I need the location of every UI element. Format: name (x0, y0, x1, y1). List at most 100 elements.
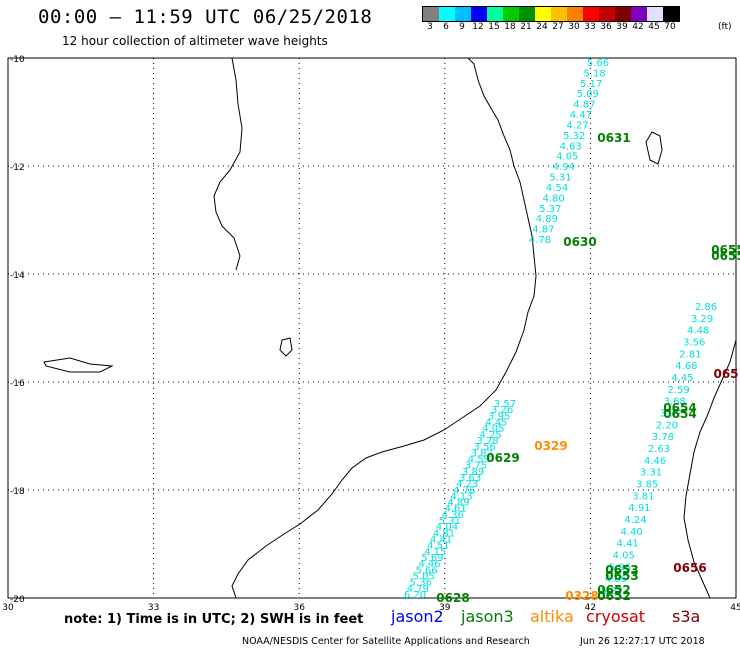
wave-height-value: 3.75 (465, 461, 487, 472)
wave-height-value: 2.86 (695, 302, 717, 313)
color-swatch (631, 7, 647, 21)
wave-height-value: 4.76 (453, 485, 475, 496)
wave-height-value: 4.27 (566, 120, 588, 131)
pass-time-label: 0654 (663, 407, 696, 421)
wave-height-value: 5.31 (549, 173, 571, 184)
pass-time-label: 0653 (605, 563, 638, 577)
pass-time-label: 0652 (597, 589, 630, 603)
color-swatch-label: 15 (488, 22, 500, 32)
wave-height-value: 3.81 (632, 491, 654, 502)
wave-height-value: 4.78 (529, 235, 551, 246)
wave-height-value: 4.91 (628, 503, 650, 514)
lat-tick-label: -14 (10, 271, 25, 281)
wave-height-value: 4.68 (675, 361, 697, 372)
pass-time-label: 0655 (711, 249, 740, 263)
wave-height-value: 4.23 (456, 479, 478, 490)
color-swatch-label: 24 (536, 22, 548, 32)
wave-height-value: 4.46 (418, 559, 440, 570)
color-swatch-label: 9 (459, 22, 465, 32)
wave-height-value: 4.89 (447, 498, 469, 509)
wave-height-value: 3.68 (664, 397, 686, 408)
wave-height-value: 5.17 (580, 79, 602, 90)
pass-time-label: 0654 (663, 401, 696, 415)
pass-time-label: 0630 (563, 235, 596, 249)
lat-tick-label: -10 (10, 55, 25, 65)
wave-height-value: 3.82 (471, 448, 493, 459)
wave-height-value: 3.57 (494, 399, 516, 410)
pass-time-label: 0653 (605, 569, 638, 583)
color-swatch-label: 6 (443, 22, 449, 32)
satellite-legend-item: jason3 (461, 607, 514, 626)
color-swatch (647, 7, 663, 21)
altimeter-tracks: 5.665.185.175.094.874.474.275.324.634.05… (404, 58, 717, 601)
wave-height-value: 2.63 (648, 444, 670, 455)
wave-height-value: 4.51 (427, 541, 449, 552)
lat-tick-label: -12 (10, 163, 25, 173)
wave-height-value: 3.78 (652, 432, 674, 443)
page-title: 00:00 – 11:59 UTC 06/25/2018 (38, 6, 373, 28)
color-swatch-label: 27 (552, 22, 564, 32)
lon-tick-label: 33 (148, 603, 159, 613)
wave-height-value: 3.85 (636, 480, 658, 491)
pass-time-label: 0652 (597, 583, 630, 597)
wave-height-value: 5.09 (577, 89, 599, 100)
color-swatch-label: 21 (520, 22, 532, 32)
wave-height-value: 4.45 (671, 373, 693, 384)
wave-height-value: 3.89 (462, 467, 484, 478)
color-swatch-label: 36 (600, 22, 612, 32)
color-swatch-label: 33 (584, 22, 596, 32)
color-swatch-label: 12 (472, 22, 484, 32)
lat-tick-label: -20 (10, 595, 25, 605)
pass-time-label: 0628 (436, 591, 469, 605)
coastline-malawi (213, 57, 243, 271)
island-comoros (645, 131, 663, 165)
map-grid (7, 57, 737, 599)
wave-height-value: 4.41 (430, 535, 452, 546)
track-time-labels: 0631063006290628032903280654065406530653… (436, 131, 740, 605)
wave-height-value: 2.59 (667, 385, 689, 396)
color-swatch (535, 7, 551, 21)
wave-height-value: 4.05 (556, 152, 578, 163)
wave-height-value: 4.86 (605, 574, 627, 585)
coastline-mozambique (231, 57, 537, 599)
lat-tick-label: -16 (10, 379, 25, 389)
pass-time-label: 0328 (565, 589, 598, 603)
color-swatch-label: 39 (616, 22, 628, 32)
wave-height-value: 5.66 (415, 565, 437, 576)
wave-height-value: 4.40 (620, 527, 642, 538)
color-swatch-label: 70 (664, 22, 676, 32)
lon-tick-label: 39 (439, 603, 451, 613)
wave-height-value: 4.87 (573, 100, 595, 111)
color-swatch (471, 7, 487, 21)
color-legend-bar (422, 6, 680, 22)
satellite-legend-item: jason2 (391, 607, 444, 626)
wave-height-value: 4.46 (644, 456, 666, 467)
wave-height-value: 5.96 (609, 562, 631, 573)
lake-small (279, 337, 293, 357)
wave-height-value: 5.32 (601, 586, 623, 597)
wave-height-value: 4.41 (617, 539, 639, 550)
wave-height-value: 4.13 (450, 491, 472, 502)
color-swatch-label: 18 (504, 22, 516, 32)
color-swatch-label: 45 (648, 22, 660, 32)
wave-height-value: 4.54 (546, 183, 568, 194)
wave-height-value: 4.05 (482, 424, 504, 435)
wave-height-value: 3.29 (691, 314, 713, 325)
color-swatch-label: 30 (568, 22, 580, 32)
color-swatch (423, 7, 439, 21)
pass-time-label: 0329 (534, 439, 567, 453)
footer-timestamp: Jun 26 12:27:17 UTC 2018 (580, 636, 705, 647)
pass-time-label: 0631 (597, 131, 630, 145)
wave-height-value: 4.89 (536, 214, 558, 225)
wave-height-value: 5.32 (563, 131, 585, 142)
color-swatch (615, 7, 631, 21)
wave-height-value: 4.81 (433, 528, 455, 539)
wave-height-value: 2.81 (679, 349, 701, 360)
pass-time-label: 0656 (673, 561, 706, 575)
coastline-madagascar (683, 339, 737, 599)
wave-height-value: 3.78 (476, 436, 498, 447)
lon-tick-label: 42 (585, 603, 596, 613)
lon-tick-label: 36 (293, 603, 305, 613)
page-subtitle: 12 hour collection of altimeter wave hei… (62, 34, 328, 48)
wave-height-value: 5.05 (413, 572, 435, 583)
